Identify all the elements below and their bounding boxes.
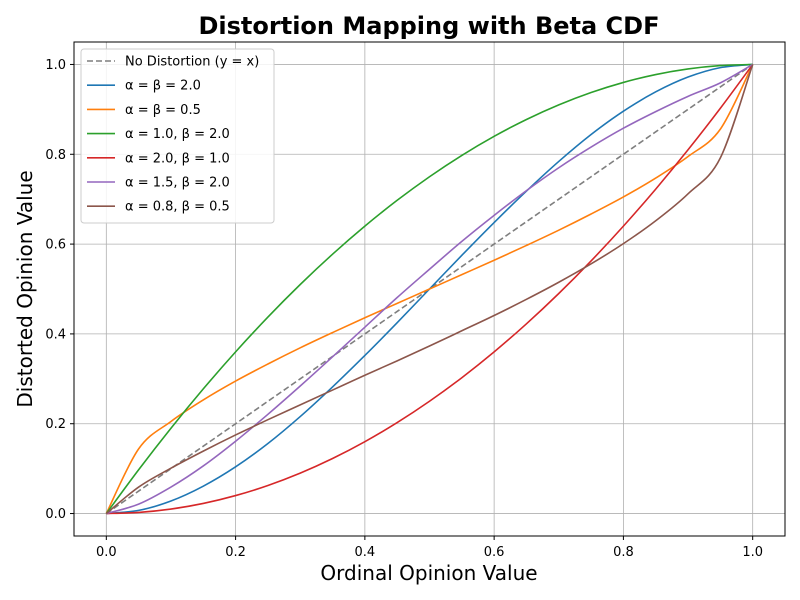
y-axis-label: Distorted Opinion Value	[13, 170, 37, 407]
series-line-6	[105, 64, 754, 515]
x-tick-label: 0.8	[613, 545, 634, 560]
y-tick-label: 1.0	[45, 58, 66, 73]
series-line-2	[105, 64, 754, 514]
series-line-0	[105, 63, 754, 515]
series-line-4	[106, 63, 754, 515]
series-line-5	[106, 63, 754, 515]
axis-ticks: 0.0 0.2 0.4 0.6 0.8 1.0 0.0 0.2 0.4 0.6 0.8 1.0	[45, 58, 763, 560]
plot-frame	[73, 41, 786, 537]
x-tick-label: 0.6	[484, 545, 505, 560]
x-tick-label: 0.0	[96, 545, 117, 560]
legend-label: No Distortion (y = x)	[125, 55, 259, 70]
legend-label: α = β = 2.0	[125, 79, 201, 94]
legend-label: α = 1.5, β = 2.0	[125, 176, 230, 191]
x-tick-label: 0.4	[355, 545, 376, 560]
y-tick-label: 0.8	[45, 148, 66, 163]
legend-label: α = 1.0, β = 2.0	[125, 127, 230, 142]
legend-label: α = 2.0, β = 1.0	[125, 151, 230, 166]
y-tick-label: 0.2	[45, 417, 66, 432]
y-tick-label: 0.6	[45, 238, 66, 253]
series-layer	[105, 63, 754, 515]
legend-label: α = β = 0.5	[125, 103, 201, 118]
chart-title: Distortion Mapping with Beta CDF	[199, 12, 660, 40]
x-axis-label: Ordinal Opinion Value	[320, 561, 537, 585]
legend-label: α = 0.8, β = 0.5	[125, 200, 230, 215]
legend-box	[80, 48, 275, 224]
y-tick-label: 0.4	[45, 327, 66, 342]
series-line-3	[105, 63, 753, 515]
x-tick-label: 1.0	[742, 545, 763, 560]
legend: No Distortion (y = x) α = β = 2.0 α = β = …	[80, 48, 275, 224]
y-tick-label: 0.0	[45, 507, 66, 522]
x-tick-label: 0.2	[225, 545, 246, 560]
